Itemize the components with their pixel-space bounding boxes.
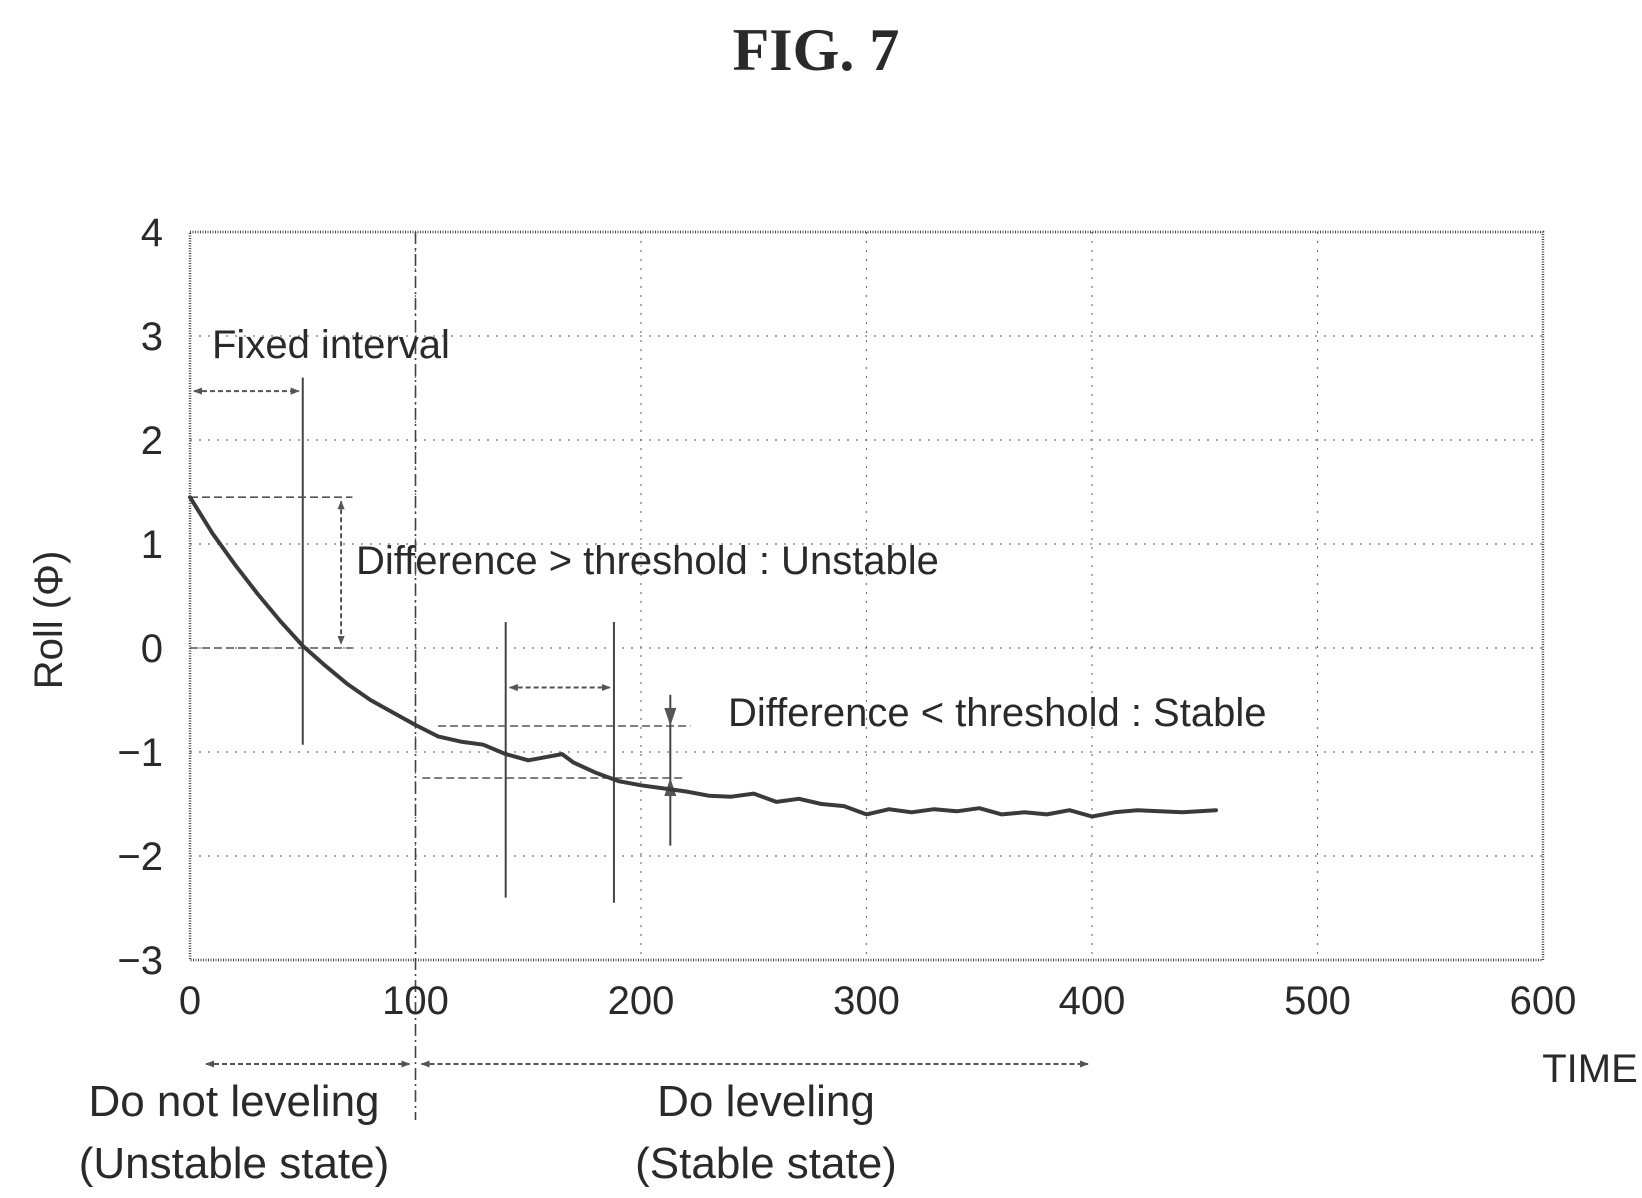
x-tick-label: 300	[833, 979, 900, 1023]
series-layer	[188, 495, 1218, 819]
annotation-guides	[190, 232, 1089, 1120]
y-tick-label: 4	[141, 211, 163, 255]
y-tick-label: −3	[117, 939, 163, 983]
x-tick-labels: 0 100 200 300 400 500 600	[179, 979, 1577, 1023]
region-labels: Do not leveling (Unstable state) Do leve…	[79, 1077, 897, 1188]
x-tick-label: 500	[1284, 979, 1351, 1023]
y-tick-label: 0	[141, 627, 163, 671]
figure-label: FIG. 7	[733, 17, 900, 83]
x-tick-label: 400	[1059, 979, 1126, 1023]
region-unstable-line1: Do not leveling	[88, 1077, 379, 1126]
region-stable-line2: (Stable state)	[635, 1139, 897, 1188]
unstable-note: Difference > threshold : Unstable	[356, 539, 939, 583]
fixed-interval-label: Fixed interval	[212, 323, 450, 367]
x-tick-label: 0	[179, 979, 201, 1023]
x-tick-label: 100	[382, 979, 449, 1023]
stable-note: Difference < threshold : Stable	[728, 691, 1266, 735]
region-stable-line1: Do leveling	[657, 1077, 875, 1126]
y-tick-label: 3	[141, 315, 163, 359]
region-unstable-line2: (Unstable state)	[79, 1139, 390, 1188]
plot-frame	[188, 230, 1545, 962]
stable-diff-arrowhead-top	[664, 708, 677, 726]
y-tick-label: 1	[141, 523, 163, 567]
y-axis-label: Roll (Φ)	[27, 551, 71, 690]
x-axis-label: TIME	[1542, 1047, 1638, 1091]
y-tick-label: 2	[141, 419, 163, 463]
y-tick-label: −1	[117, 731, 163, 775]
roll-series-line	[188, 495, 1218, 819]
x-tick-label: 200	[608, 979, 675, 1023]
y-tick-labels: 4 3 2 1 0 −1 −2 −3	[117, 211, 163, 983]
x-tick-label: 600	[1510, 979, 1577, 1023]
y-tick-label: −2	[117, 835, 163, 879]
